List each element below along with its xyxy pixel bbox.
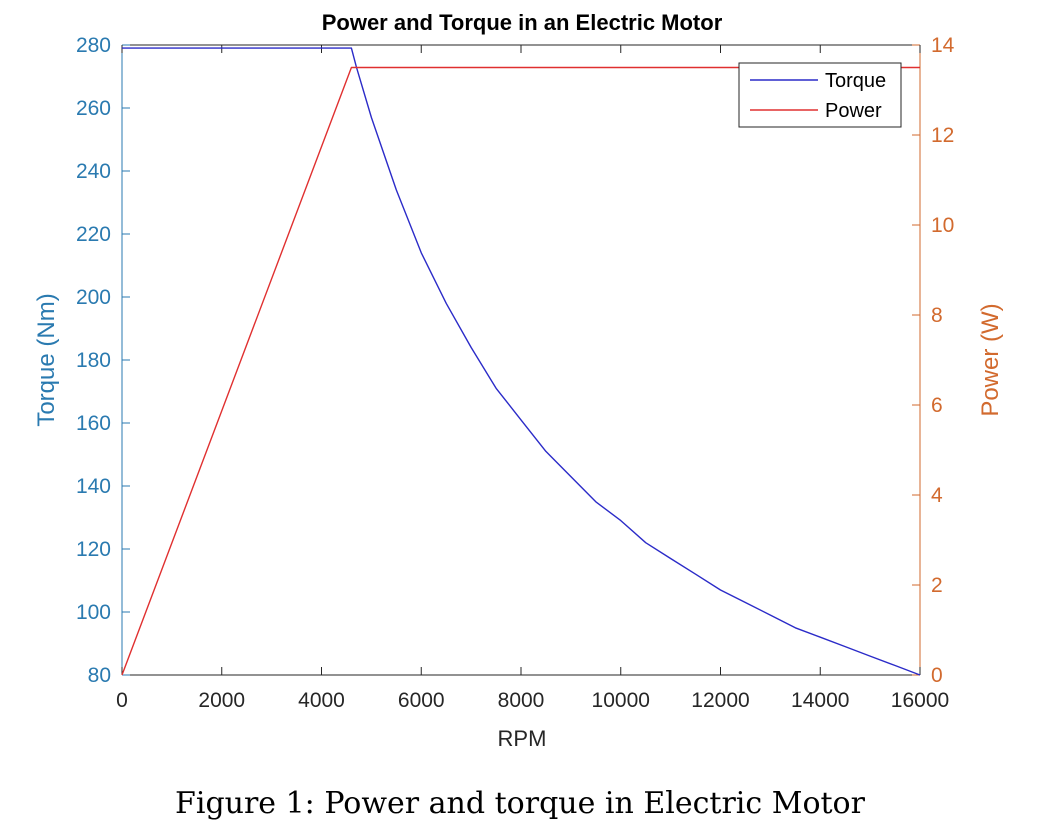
left-axis-label: Torque (Nm) [33,293,60,426]
right-tick-label: 6 [931,394,943,417]
x-tick-label: 4000 [298,689,345,712]
x-tick-label: 12000 [691,689,749,712]
left-tick-label: 140 [76,475,111,498]
x-axis-label: RPM [498,726,547,751]
right-tick-label: 0 [931,664,943,687]
legend: Torque Power [738,62,902,128]
legend-label-power: Power [825,100,882,122]
left-tick-label: 200 [76,286,111,309]
series-line-torque [122,47,921,676]
chart-title: Power and Torque in an Electric Motor [322,10,723,35]
right-tick-label: 4 [931,484,943,507]
left-tick-label: 80 [88,664,111,687]
figure-caption: Figure 1: Power and torque in Electric M… [175,786,866,821]
x-tick-label: 2000 [198,689,245,712]
x-tick-label: 0 [116,689,128,712]
x-tick-label: 16000 [891,689,949,712]
series-line-power [121,66,920,676]
plot-box [121,44,921,676]
left-tick-label: 220 [76,223,111,246]
right-tick-label: 10 [931,214,954,237]
right-tick-label: 2 [931,574,943,597]
right-tick-label: 14 [931,34,955,57]
right-tick-label: 8 [931,304,943,327]
right-tick-label: 12 [931,124,954,147]
left-axis-ticks: 80 100 120 140 160 180 200 220 240 260 280 [76,34,130,687]
right-axis-ticks: 0 2 4 6 8 10 12 14 [912,34,955,687]
legend-label-torque: Torque [825,70,886,92]
x-axis-ticks: 0 2000 4000 6000 8000 10000 12000 14000 16000 [116,45,949,712]
left-tick-label: 260 [76,97,111,120]
legend-box [738,62,902,128]
left-tick-label: 280 [76,34,111,57]
x-tick-label: 8000 [498,689,545,712]
x-tick-label: 6000 [398,689,445,712]
x-tick-label: 10000 [592,689,650,712]
left-tick-label: 180 [76,349,111,372]
left-tick-label: 160 [76,412,111,435]
x-tick-label: 14000 [791,689,849,712]
series-lines [121,47,921,676]
left-tick-label: 240 [76,160,111,183]
right-axis-label: Power (W) [977,303,1004,416]
left-tick-label: 100 [76,601,111,624]
left-tick-label: 120 [76,538,111,561]
